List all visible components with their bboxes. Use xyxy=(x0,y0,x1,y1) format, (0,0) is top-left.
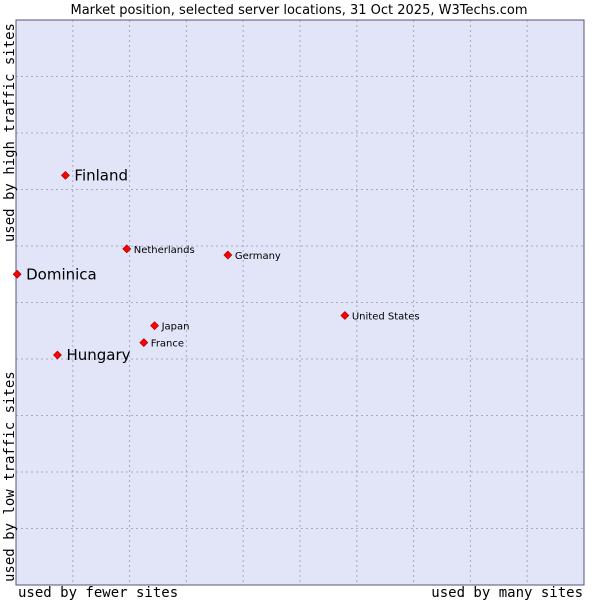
marker-hungary[interactable] xyxy=(53,350,62,360)
marker-dominica[interactable] xyxy=(12,269,22,279)
label-finland: Finland xyxy=(74,166,128,184)
marker-netherlands[interactable] xyxy=(122,244,132,254)
marker-france[interactable] xyxy=(139,338,149,348)
x-axis-label-left: used by fewer sites xyxy=(18,585,178,600)
x-axis-label-right: used by many sites xyxy=(431,585,583,600)
label-hungary: Hungary xyxy=(66,346,130,364)
label-germany: Germany xyxy=(235,251,281,262)
marker-united-states[interactable] xyxy=(340,311,350,320)
label-dominica: Dominica xyxy=(26,265,97,283)
label-united-states: United States xyxy=(352,311,420,322)
chart-title: Market position, selected server locatio… xyxy=(70,3,527,18)
marker-japan[interactable] xyxy=(150,321,160,331)
y-axis-label-bottom: used by low traffic sites xyxy=(2,371,18,582)
data-points: Finland Dominica Hungary Netherlands Germany… xyxy=(12,166,420,364)
label-netherlands: Netherlands xyxy=(134,245,195,256)
grid-lines xyxy=(16,20,584,585)
plot-frame xyxy=(15,19,585,586)
y-axis-label-top: used by high traffic sites xyxy=(2,23,18,242)
marker-germany[interactable] xyxy=(223,250,233,260)
label-france: France xyxy=(151,339,184,350)
label-japan: Japan xyxy=(161,322,190,333)
marker-finland[interactable] xyxy=(60,170,70,180)
